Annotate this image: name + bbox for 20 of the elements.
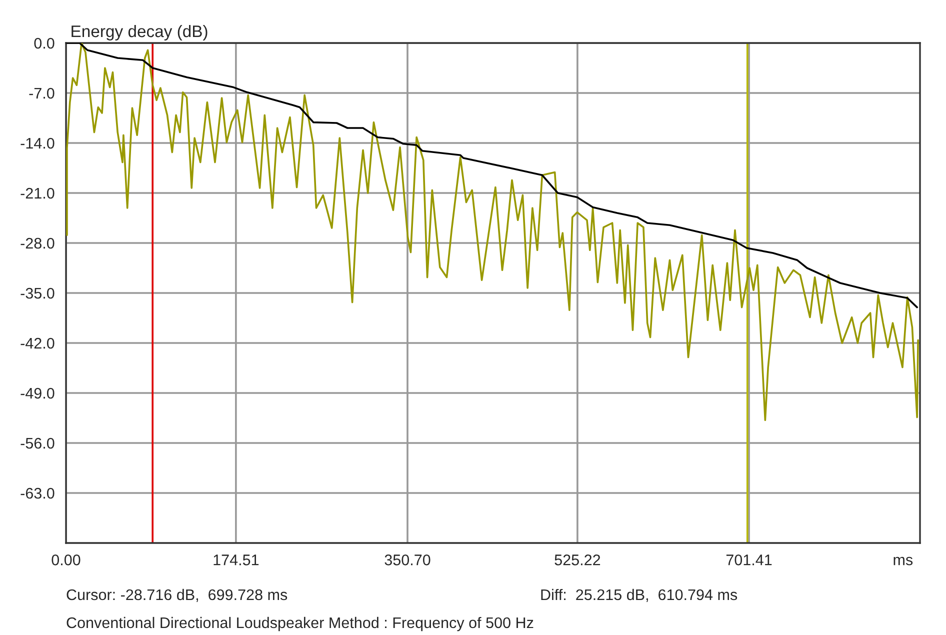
x-axis-title: ms — [894, 556, 913, 566]
x-tick-label: 701.41 — [726, 554, 772, 566]
y-tick-label: -28.0 — [20, 238, 54, 249]
x-tick-label: 350.70 — [384, 554, 430, 566]
y-tick-label: -21.0 — [20, 188, 54, 199]
x-tick-label: 0.00 — [52, 554, 80, 566]
y-tick-label: -42.0 — [20, 338, 54, 349]
text: Diff: 25.215 dB, 610.794 ms — [541, 588, 738, 602]
y-axis-title: Energy decay (dB) — [72, 24, 208, 40]
y-tick-label: 0.0 — [34, 38, 54, 49]
y-tick-label: -14.0 — [20, 138, 54, 149]
y-tick-label: -56.0 — [20, 438, 54, 449]
x-tick-label: 525.22 — [554, 554, 600, 566]
y-tick-label: -63.0 — [20, 488, 54, 499]
text: Cursor: -28.716 dB, 699.728 ms — [66, 588, 288, 602]
x-tick-label: 174.51 — [214, 554, 259, 566]
y-tick-label: -7.0 — [29, 88, 54, 99]
y-tick-label: -35.0 — [20, 288, 54, 299]
y-tick-label: -49.0 — [20, 388, 54, 399]
text: Conventional Directional Loudspeaker Method : Frequency of 500 Hz — [66, 616, 534, 632]
